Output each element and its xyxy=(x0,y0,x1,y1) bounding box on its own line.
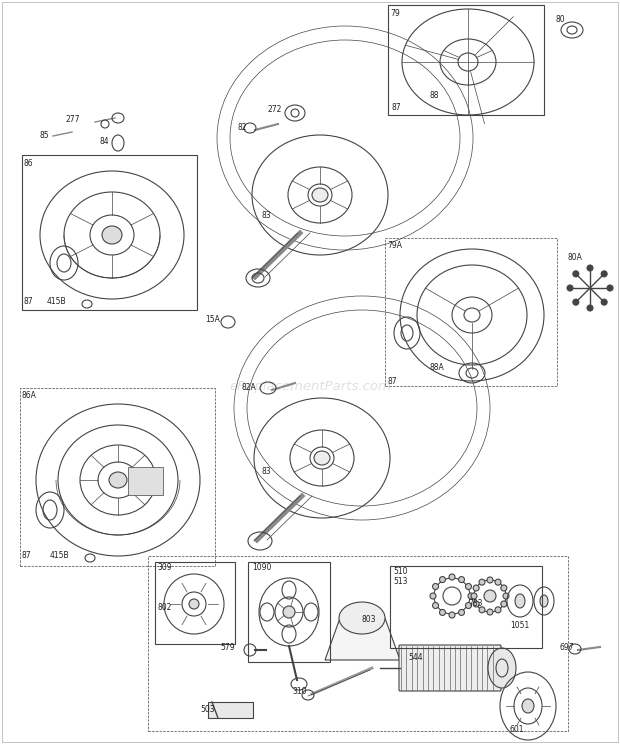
Ellipse shape xyxy=(468,593,474,599)
Text: 1051: 1051 xyxy=(510,621,529,630)
Text: 697: 697 xyxy=(560,644,575,652)
Text: 277: 277 xyxy=(65,115,79,124)
Text: 415B: 415B xyxy=(50,551,69,560)
Text: 272: 272 xyxy=(268,106,282,115)
Ellipse shape xyxy=(102,226,122,244)
Text: 88A: 88A xyxy=(430,364,445,373)
Text: 79: 79 xyxy=(390,8,400,18)
Bar xyxy=(388,5,544,115)
Bar xyxy=(128,467,163,495)
Ellipse shape xyxy=(601,271,607,277)
Text: 87: 87 xyxy=(387,376,397,385)
Bar xyxy=(385,238,557,386)
Ellipse shape xyxy=(189,599,199,609)
FancyBboxPatch shape xyxy=(399,645,501,691)
Text: 510: 510 xyxy=(393,568,407,577)
Ellipse shape xyxy=(501,585,507,591)
Ellipse shape xyxy=(449,574,455,580)
Ellipse shape xyxy=(587,305,593,311)
Ellipse shape xyxy=(607,285,613,291)
Ellipse shape xyxy=(109,472,127,488)
Ellipse shape xyxy=(466,583,471,589)
Text: 84: 84 xyxy=(100,138,110,147)
Bar xyxy=(155,562,235,644)
Text: 80: 80 xyxy=(555,16,565,25)
Ellipse shape xyxy=(312,188,328,202)
Ellipse shape xyxy=(479,607,485,613)
Ellipse shape xyxy=(495,579,501,585)
Ellipse shape xyxy=(495,607,501,613)
Ellipse shape xyxy=(433,603,438,609)
Ellipse shape xyxy=(430,593,436,599)
Text: 82A: 82A xyxy=(242,383,257,393)
Ellipse shape xyxy=(488,648,516,688)
Ellipse shape xyxy=(567,285,573,291)
Bar xyxy=(390,566,542,648)
Text: 87: 87 xyxy=(24,298,33,307)
Polygon shape xyxy=(325,618,400,660)
Ellipse shape xyxy=(487,577,493,583)
Ellipse shape xyxy=(314,451,330,465)
Text: 513: 513 xyxy=(393,577,407,586)
Text: 79A: 79A xyxy=(387,242,402,251)
Text: 544: 544 xyxy=(408,653,423,662)
Ellipse shape xyxy=(501,601,507,607)
Text: 83: 83 xyxy=(262,467,272,476)
Ellipse shape xyxy=(540,595,548,607)
Text: 579: 579 xyxy=(220,644,234,652)
Ellipse shape xyxy=(515,594,525,608)
Ellipse shape xyxy=(484,590,496,602)
Ellipse shape xyxy=(587,265,593,271)
Text: 83: 83 xyxy=(262,211,272,219)
Text: 88: 88 xyxy=(430,91,440,100)
Text: 503: 503 xyxy=(200,705,215,714)
Ellipse shape xyxy=(487,609,493,615)
Text: 87: 87 xyxy=(391,103,401,112)
Ellipse shape xyxy=(473,601,479,607)
Ellipse shape xyxy=(283,606,295,618)
Text: 309: 309 xyxy=(157,563,172,572)
Bar xyxy=(248,562,330,662)
FancyBboxPatch shape xyxy=(208,702,253,718)
Ellipse shape xyxy=(440,609,446,615)
Text: 85: 85 xyxy=(40,130,50,139)
Text: eReplacementParts.com: eReplacementParts.com xyxy=(229,380,391,394)
Ellipse shape xyxy=(433,583,438,589)
Ellipse shape xyxy=(503,593,509,599)
Text: 86A: 86A xyxy=(22,391,37,400)
Text: 803: 803 xyxy=(362,615,376,624)
Bar xyxy=(148,556,568,731)
Text: 80A: 80A xyxy=(567,254,582,263)
Ellipse shape xyxy=(473,585,479,591)
Ellipse shape xyxy=(601,299,607,305)
Text: 310: 310 xyxy=(292,687,306,696)
Text: 86: 86 xyxy=(24,158,33,167)
Ellipse shape xyxy=(522,699,534,713)
Ellipse shape xyxy=(471,593,477,599)
Ellipse shape xyxy=(573,299,579,305)
Text: 1090: 1090 xyxy=(252,563,272,572)
Ellipse shape xyxy=(339,602,385,634)
Text: 82: 82 xyxy=(238,124,247,132)
Ellipse shape xyxy=(479,579,485,585)
Text: 87: 87 xyxy=(22,551,32,560)
Text: 802: 802 xyxy=(157,603,171,612)
Text: 601: 601 xyxy=(510,725,525,734)
Ellipse shape xyxy=(449,612,455,618)
Ellipse shape xyxy=(440,577,446,583)
Bar xyxy=(20,388,215,566)
Ellipse shape xyxy=(459,577,464,583)
Bar xyxy=(22,155,197,310)
Text: 15A: 15A xyxy=(205,315,220,324)
Ellipse shape xyxy=(459,609,464,615)
Ellipse shape xyxy=(466,603,471,609)
Ellipse shape xyxy=(573,271,579,277)
Text: 783: 783 xyxy=(468,600,482,609)
Text: 415B: 415B xyxy=(47,298,66,307)
